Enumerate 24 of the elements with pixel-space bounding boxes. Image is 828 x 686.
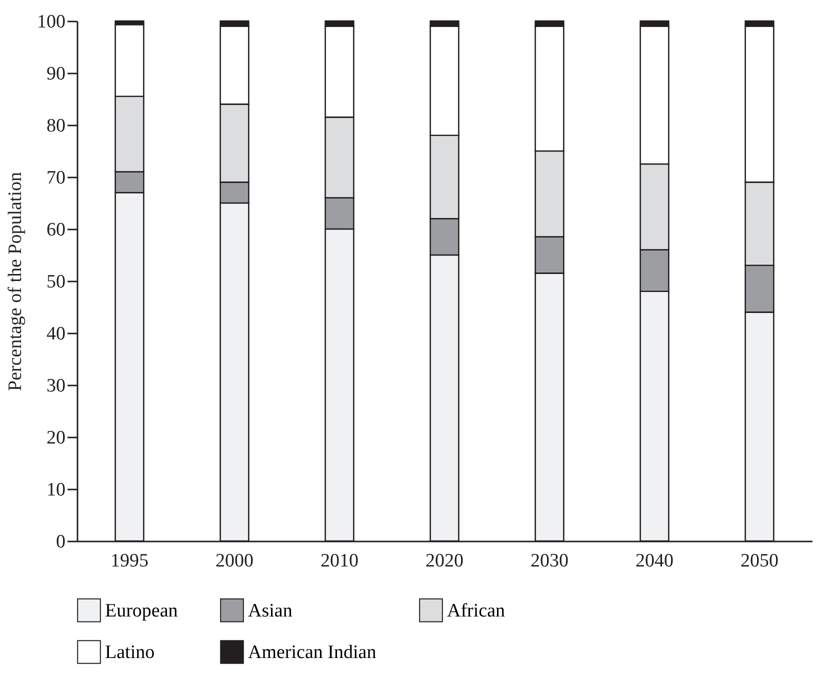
y-tick-label: 40 bbox=[46, 324, 66, 344]
y-tick-label: 100 bbox=[37, 12, 66, 32]
y-tick-label: 10 bbox=[46, 480, 66, 500]
x-tick-label: 2020 bbox=[426, 550, 464, 572]
y-tick-label: 60 bbox=[46, 220, 66, 240]
legend-label: European bbox=[105, 600, 178, 622]
y-tick-label: 50 bbox=[46, 272, 66, 292]
legend-label: American Indian bbox=[248, 642, 377, 663]
y-tick-label: 20 bbox=[46, 428, 66, 448]
x-tick-label: 2030 bbox=[530, 550, 568, 572]
y-tick-label: 70 bbox=[46, 168, 66, 188]
legend-label: Asian bbox=[248, 600, 293, 622]
x-tick-label: 2000 bbox=[216, 550, 254, 572]
y-tick-label: 30 bbox=[46, 376, 66, 396]
legend-label: African bbox=[447, 600, 506, 622]
x-tick-label: 2010 bbox=[320, 550, 358, 572]
legend-label: Latino bbox=[105, 642, 155, 663]
y-axis-title: Percentage of the Population bbox=[5, 172, 26, 391]
y-tick-label: 90 bbox=[46, 64, 66, 84]
y-tick-label: 0 bbox=[56, 532, 66, 552]
x-tick-label: 2040 bbox=[636, 550, 674, 572]
x-tick-label: 1995 bbox=[110, 550, 148, 572]
x-tick-label: 2050 bbox=[740, 550, 778, 572]
y-tick-label: 80 bbox=[46, 116, 66, 136]
